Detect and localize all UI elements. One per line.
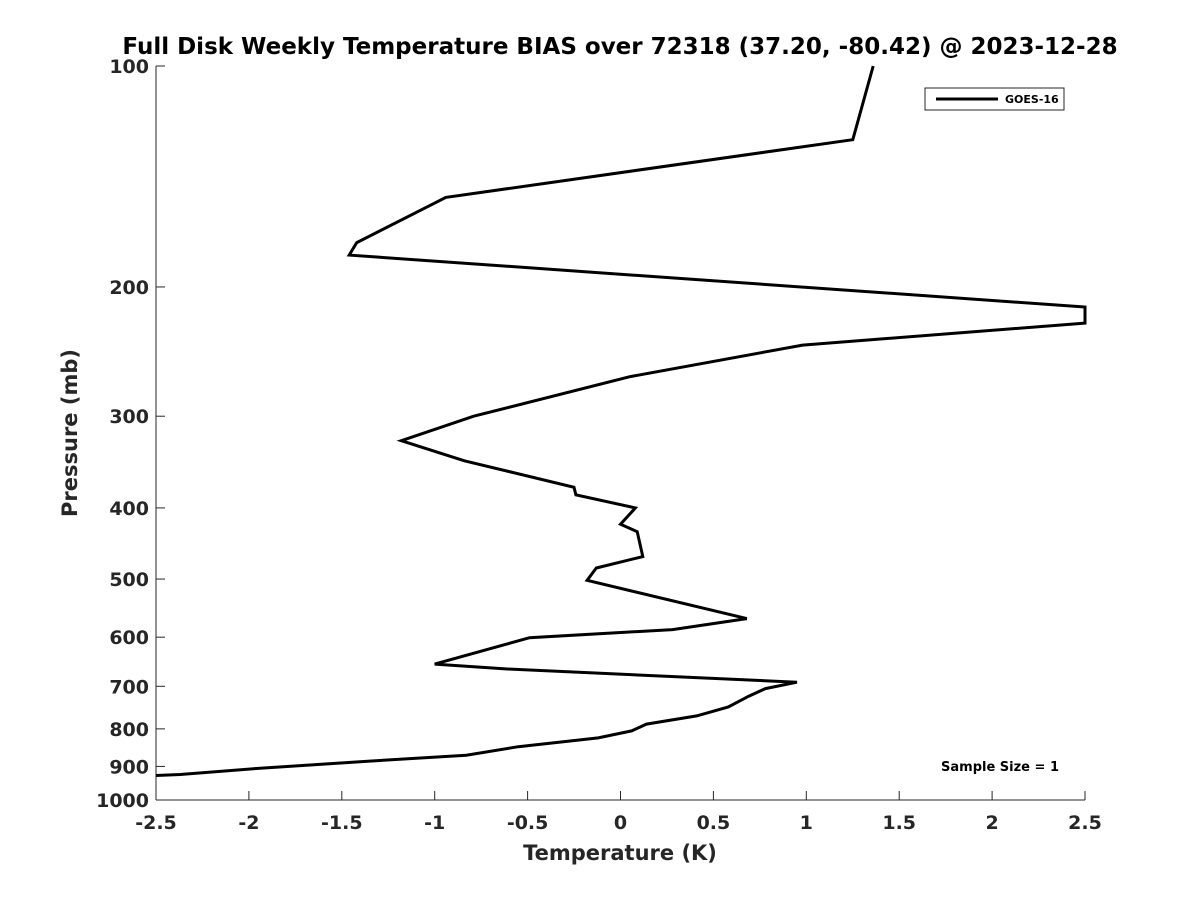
- y-axis-label: Pressure (mb): [58, 349, 82, 517]
- series-line-goes-16: [155, 65, 1087, 777]
- x-tick-label: 0: [614, 812, 627, 834]
- y-tick-label: 400: [109, 498, 149, 520]
- x-tick-label: 2.5: [1068, 812, 1102, 834]
- y-tick-label: 1000: [96, 790, 149, 812]
- chart-title: Full Disk Weekly Temperature BIAS over 7…: [122, 34, 1117, 60]
- x-tick-label: 0.5: [697, 812, 731, 834]
- legend-entry-goes-16: GOES-16: [1005, 93, 1059, 106]
- x-tick-label: 2: [985, 812, 998, 834]
- y-tick-label: 900: [109, 756, 149, 778]
- y-axis-ticks: 100 200 300 400 500 600 700 800 900 1000: [96, 56, 165, 812]
- x-tick-label: -1.5: [321, 812, 363, 834]
- y-tick-label: 100: [109, 56, 149, 78]
- y-tick-label: 500: [109, 569, 149, 591]
- x-tick-label: -2.5: [135, 812, 177, 834]
- sample-size-annotation: Sample Size = 1: [941, 760, 1059, 775]
- x-tick-label: -1: [424, 812, 445, 834]
- y-tick-label: 600: [109, 627, 149, 649]
- x-tick-label: -2: [238, 812, 259, 834]
- x-tick-label: -0.5: [507, 812, 549, 834]
- y-tick-label: 300: [109, 406, 149, 428]
- x-axis-ticks: -2.5 -2 -1.5 -1 -0.5 0 0.5 1 1.5 2 2.5: [135, 791, 1102, 834]
- x-axis-label: Temperature (K): [523, 841, 717, 865]
- x-tick-label: 1: [800, 812, 813, 834]
- legend: GOES-16: [924, 87, 1065, 111]
- y-tick-label: 200: [109, 277, 149, 299]
- y-tick-label: 800: [109, 719, 149, 741]
- x-tick-label: 1.5: [882, 812, 916, 834]
- plot-area: [156, 66, 1085, 800]
- y-tick-label: 700: [109, 676, 149, 698]
